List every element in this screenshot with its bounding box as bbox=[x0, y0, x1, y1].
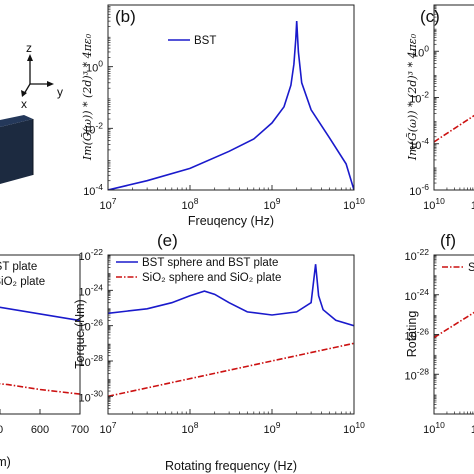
panel-letter: (c) bbox=[420, 7, 440, 26]
legend-entry: and SiO₂ plate bbox=[0, 276, 45, 288]
y-tick-label: 10-4 bbox=[83, 182, 103, 198]
legend-entry: SiO bbox=[468, 262, 474, 274]
plot-frame bbox=[433, 4, 474, 191]
z-axis-label: z bbox=[26, 41, 32, 55]
y-axis-label: Rotating bbox=[405, 311, 419, 358]
legend-entry: BST sphere and BST plate bbox=[142, 257, 278, 269]
y-tick-label: 10-28 bbox=[404, 366, 429, 382]
x-tick-label: 109 bbox=[264, 420, 281, 436]
x-tick-label: 107 bbox=[100, 420, 117, 436]
x-tick-label: 0 bbox=[0, 424, 3, 436]
z-arrowhead bbox=[27, 54, 33, 61]
plate-top-face bbox=[0, 115, 33, 127]
legend-entry: SiO₂ sphere and SiO₂ plate bbox=[142, 272, 281, 284]
plot-frame bbox=[0, 254, 81, 415]
x-arrowhead bbox=[21, 90, 27, 97]
series-line-1 bbox=[434, 114, 474, 143]
x-axis-label: Freuqency (Hz) bbox=[188, 214, 274, 228]
x-tick-label: 108 bbox=[182, 196, 199, 212]
y-tick-label: 10-6 bbox=[409, 182, 429, 198]
y-tick-label: 100 bbox=[412, 43, 429, 59]
y-tick-label: 10-4 bbox=[409, 136, 429, 152]
series-line-1 bbox=[108, 264, 354, 327]
x-axis-label: Rotating frequency (Hz) bbox=[165, 459, 297, 473]
panel-letter: (e) bbox=[157, 231, 178, 250]
x-tick-label: 108 bbox=[182, 420, 199, 436]
series-line-2 bbox=[108, 342, 354, 398]
y-tick-label: 10-24 bbox=[404, 287, 429, 303]
legend-entry: BST bbox=[194, 35, 216, 47]
y-axis-label: Im(G̃(ω)) * (2d)³ * 4πε₀ bbox=[406, 33, 419, 161]
y-tick-label: 100 bbox=[86, 59, 103, 75]
x-tick-label: 1010 bbox=[423, 196, 445, 212]
series-line-1 bbox=[0, 306, 80, 322]
plot-frame bbox=[107, 254, 355, 415]
chart-panel-4: 107 108 109 1010 10-30 10-28 10-26 10-24 10-22 Ro… bbox=[73, 231, 365, 473]
x-tick-label: 600 bbox=[31, 424, 49, 436]
x-tick-label: 1010 bbox=[423, 420, 445, 436]
plot-frame bbox=[433, 254, 474, 415]
y-tick-label: 10-28 bbox=[78, 353, 103, 369]
x-axis-label: (nm) bbox=[0, 455, 11, 469]
plot-frame bbox=[107, 4, 355, 191]
x-tick-label: 10 bbox=[471, 424, 474, 436]
y-tick-label: 10-2 bbox=[83, 120, 103, 136]
series-line-1 bbox=[108, 21, 354, 190]
schematic: z y x bbox=[0, 41, 63, 184]
series-line-1 bbox=[434, 311, 474, 339]
y-tick-label: 10-24 bbox=[78, 282, 103, 298]
x-tick-label: 1010 bbox=[343, 196, 365, 212]
legend-entry: nd BST plate bbox=[0, 261, 37, 273]
y-tick-label: 10-2 bbox=[409, 90, 429, 106]
y-axis-label: y bbox=[57, 85, 63, 99]
x-tick-label: 700 bbox=[71, 424, 89, 436]
x-axis-label: x bbox=[21, 97, 27, 111]
y-axis-label: Torque (Nm) bbox=[73, 299, 87, 368]
chart-panel-3: 0 600 700 (nm) nd BST plate and SiO₂ plate bbox=[0, 254, 89, 469]
y-tick-label: 10-26 bbox=[78, 318, 103, 334]
y-axis-label: Im(G̃(ω)) * (2d)³ * 4πε₀ bbox=[81, 33, 94, 161]
panel-letter: (b) bbox=[115, 7, 136, 26]
y-tick-label: 10-22 bbox=[404, 247, 429, 263]
y-tick-label: 10-26 bbox=[404, 327, 429, 343]
coordinate-axes: z y x bbox=[21, 41, 63, 111]
series-line-2 bbox=[0, 382, 80, 395]
y-tick-label: 10-22 bbox=[78, 247, 103, 263]
x-tick-label: 109 bbox=[264, 196, 281, 212]
x-tick-label: 10 bbox=[471, 200, 474, 212]
plate-front-face bbox=[0, 119, 33, 184]
chart-panel-1: 107 108 109 1010 10-4 10-2 100 Freuqency (Hz) Im… bbox=[81, 4, 365, 228]
y-tick-label: 10-30 bbox=[78, 388, 103, 404]
panel-letter: (f) bbox=[440, 231, 456, 250]
x-tick-label: 1010 bbox=[343, 420, 365, 436]
x-tick-label: 107 bbox=[100, 196, 117, 212]
y-arrowhead bbox=[47, 81, 54, 87]
